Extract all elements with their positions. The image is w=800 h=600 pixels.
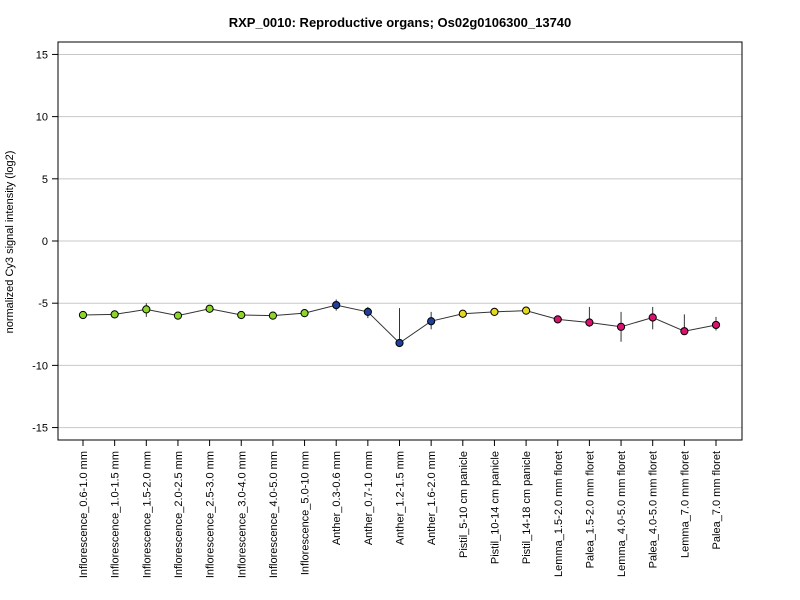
data-point [522,306,531,315]
x-tick-label: Lemma_4.0-5.0 mm floret [616,451,628,577]
y-tick-label: -10 [32,360,48,372]
data-point [78,310,88,320]
data-point [363,307,372,316]
x-tick-label: Inflorescence_5.0-10 mm [300,451,312,575]
y-tick-label: 10 [36,112,48,124]
x-axis: Inflorescence_0.6-1.0 mm Inflorescence_1.… [78,440,723,578]
data-point [300,309,309,318]
data-points [78,300,721,348]
x-tick-label: Palea_4.0-5.0 mm floret [648,451,660,568]
x-tick-label: Inflorescence_2.5-3.0 mm [205,451,217,578]
x-tick-label: Inflorescence_0.6-1.0 mm [78,451,90,578]
y-tick-label: 0 [42,236,48,248]
data-point [237,310,246,320]
x-tick-label: Pistil_5-10 cm panicle [458,451,470,558]
data-point [490,307,499,316]
x-tick-label: Pistil_10-14 cm panicle [489,451,501,564]
data-point [332,300,341,310]
x-tick-label: Anther_1.6-2.0 mm [426,451,438,545]
x-tick-label: Anther_0.3-0.6 mm [331,451,343,545]
data-point [458,309,467,318]
grid-lines [58,53,742,429]
x-tick-label: Lemma_1.5-2.0 mm floret [553,451,565,577]
y-tick-label: 15 [36,49,48,61]
data-point [142,305,151,314]
x-tick-label: Inflorescence_2.0-2.5 mm [173,451,185,578]
x-tick-label: Inflorescence_4.0-5.0 mm [268,451,280,578]
data-point [173,311,183,320]
x-tick-label: Pistil_14-18 cm panicle [521,451,533,564]
chart-title: RXP_0010: Reproductive organs; Os02g0106… [229,15,572,30]
x-tick-label: Anther_0.7-1.0 mm [363,451,375,545]
data-point [680,327,689,336]
x-tick-label: Inflorescence_1.5-2.0 mm [141,451,153,578]
x-tick-label: Inflorescence_1.0-1.5 mm [110,451,122,578]
data-point [268,311,277,320]
y-tick-label: -15 [32,423,48,435]
x-tick-label: Lemma_7.0 mm floret [679,451,691,558]
data-point [585,318,594,327]
data-point [205,304,214,313]
y-tick-label: 5 [42,174,48,186]
data-point [711,320,721,330]
x-tick-label: Inflorescence_3.0-4.0 mm [236,451,248,578]
data-point [395,338,404,348]
y-tick-label: -5 [38,298,48,310]
data-point [648,313,657,322]
data-point [110,310,119,319]
data-point [616,322,626,331]
data-point [427,317,436,326]
data-point [553,315,562,324]
x-tick-label: Palea_7.0 mm floret [711,451,723,549]
x-tick-label: Anther_1.2-1.5 mm [395,451,407,545]
y-axis: -15 -10 -5 0 5 10 15 [32,49,58,435]
x-tick-label: Palea_1.5-2.0 mm floret [584,451,596,568]
error-bars [82,299,717,345]
y-axis-label: normalized Cy3 signal intensity (log2) [4,151,16,334]
